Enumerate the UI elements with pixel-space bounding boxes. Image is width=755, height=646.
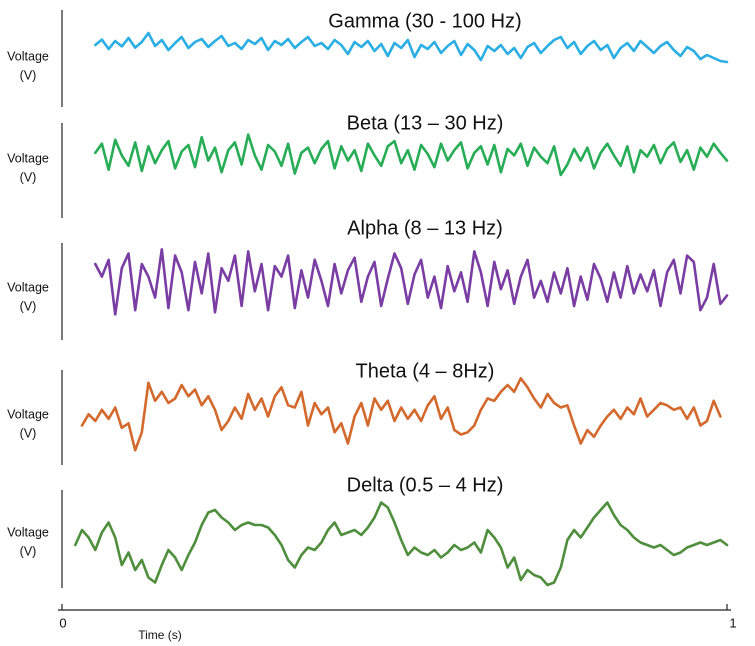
y-axis-label-line2: (V) <box>20 426 37 440</box>
y-axis-label-line1: Voltage <box>7 49 49 63</box>
panel-title: Gamma (30 - 100 Hz) <box>328 10 521 32</box>
signal-line-1 <box>74 501 729 587</box>
signal-line-1 <box>80 376 722 452</box>
panel-4: Theta (4 – 8Hz) Voltage (V) <box>7 360 722 465</box>
x-tick-label: 0 <box>59 615 66 630</box>
x-tick-label: 1 <box>729 615 736 630</box>
y-axis-label-line1: Voltage <box>7 525 49 539</box>
panel-title: Theta (4 – 8Hz) <box>356 360 495 382</box>
y-axis-label-line2: (V) <box>20 299 37 313</box>
panels-group: Gamma (30 - 100 Hz)Voltage(V)Beta (13 – … <box>7 10 729 588</box>
panel-3: Alpha (8 – 13 Hz) Voltage (V) <box>7 217 729 340</box>
panel-5: Delta (0.5 – 4 Hz) Voltage (V) <box>7 474 729 588</box>
y-axis-label-line1: Voltage <box>7 407 49 421</box>
y-axis-label-line1: Voltage <box>7 151 49 165</box>
signal-line-1 <box>94 31 729 64</box>
panel-2: Beta (13 – 30 Hz) Voltage (V) <box>7 112 729 218</box>
y-axis-label-line2: (V) <box>20 68 37 82</box>
signal-line-1 <box>94 248 729 316</box>
signal-line-1 <box>94 133 729 177</box>
panel-1: Gamma (30 - 100 Hz) Voltage (V) <box>7 10 729 107</box>
panel-title: Delta (0.5 – 4 Hz) <box>347 474 504 496</box>
panel-title: Beta (13 – 30 Hz) <box>347 112 504 134</box>
x-axis-label: Time (s) <box>138 628 182 642</box>
y-axis-label-line2: (V) <box>20 170 37 184</box>
y-axis-label-line2: (V) <box>20 544 37 558</box>
y-axis-label-line1: Voltage <box>7 280 49 294</box>
panel-title: Alpha (8 – 13 Hz) <box>347 217 503 239</box>
